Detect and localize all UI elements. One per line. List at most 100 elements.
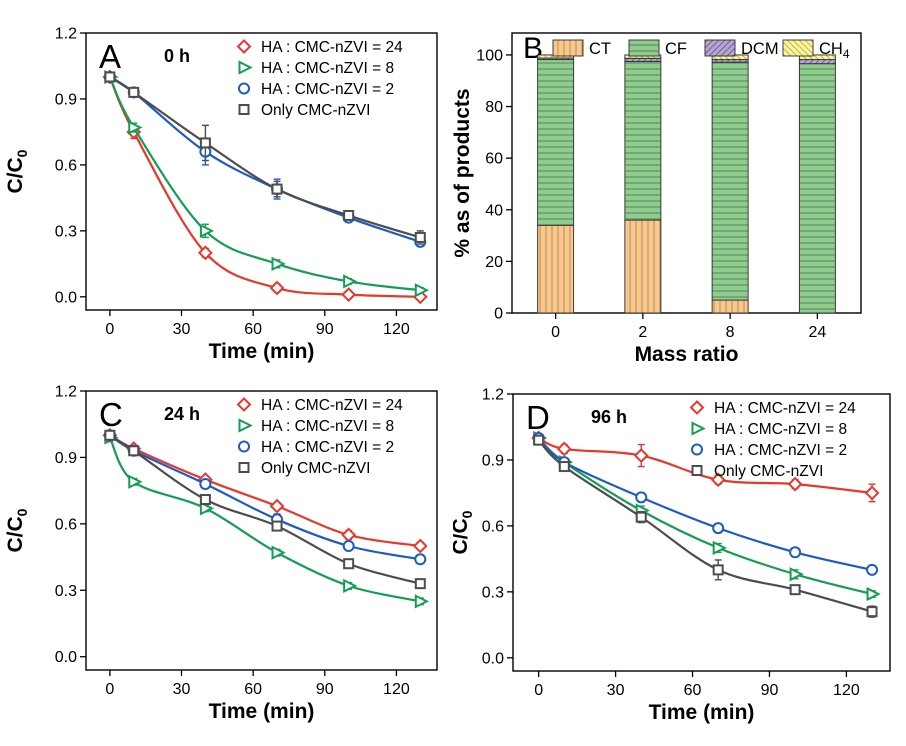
stacked-bar-2 xyxy=(624,54,662,314)
circle-marker xyxy=(635,491,648,504)
square-marker xyxy=(343,209,355,221)
square-marker xyxy=(199,494,211,505)
circle-marker xyxy=(789,546,802,559)
panel-letter: A xyxy=(99,38,121,75)
bar-segment xyxy=(537,59,575,226)
y-axis-label: C/C0 xyxy=(4,149,30,193)
triangle-right-marker xyxy=(199,223,215,238)
panel-A: 0.0 0.3 0.6 0.9 1.2 Time (min) C/C0 0 30 60 90 120 A… xyxy=(0,0,453,373)
y-axis-label: C/C0 xyxy=(4,508,30,552)
square-marker xyxy=(866,606,878,618)
legend-label: HA : CMC-nZVI = 24 xyxy=(261,397,403,414)
x-tick-label: 2 xyxy=(638,324,647,341)
legend-swatch xyxy=(628,39,660,57)
square-marker xyxy=(271,520,283,532)
diamond-marker xyxy=(710,472,726,488)
x-tick-label: 0 xyxy=(534,682,543,699)
axis-box xyxy=(85,390,438,671)
series-ha-cmc-nzvi-8 xyxy=(104,430,430,609)
y-tick-label: 0.9 xyxy=(55,91,77,108)
legend-label: CT xyxy=(589,40,611,58)
triangle-right-marker xyxy=(238,60,253,75)
legend: HA : CMC-nZVI = 24 HA : CMC-nZVI = 8 HA : … xyxy=(689,400,856,480)
legend-label: DCM xyxy=(741,40,779,58)
y-tick-label: 1.2 xyxy=(55,26,77,43)
panel-d-plot: 0.0 0.3 0.6 0.9 1.2 Time (min) C/C0 0 30 60 90 120 D… xyxy=(453,387,891,724)
bar-segment xyxy=(624,60,662,221)
square-marker xyxy=(533,434,545,446)
x-tick-label: 90 xyxy=(761,682,779,699)
x-tick-label: 60 xyxy=(244,681,262,698)
bar-segment xyxy=(537,224,575,314)
legend-label: CF xyxy=(665,40,687,58)
bar-segment xyxy=(624,57,662,62)
legend-label: HA : CMC-nZVI = 8 xyxy=(261,60,394,77)
circle-marker xyxy=(414,553,427,566)
panel-annotation: 0 h xyxy=(164,46,190,66)
axes: 0.0 0.3 0.6 0.9 1.2 Time (min) C/C0 0 30 60 90 120 C… xyxy=(4,384,438,723)
x-tick-label: 60 xyxy=(244,321,262,338)
legend-label: HA : CMC-nZVI = 2 xyxy=(261,439,394,456)
bar-segment xyxy=(624,219,662,314)
legend-label: HA : CMC-nZVI = 8 xyxy=(714,421,847,438)
legend-label: HA : CMC-nZVI = 24 xyxy=(261,39,403,56)
diamond-marker xyxy=(633,448,649,463)
x-tick-label: 0 xyxy=(551,324,560,341)
y-tick-label: 0.6 xyxy=(482,518,504,535)
panel-B: 0 20 40 60 80 100 Mass ratio% as of products B 0… xyxy=(453,0,906,373)
diamond-marker xyxy=(341,527,357,543)
axes: 0.0 0.3 0.6 0.9 1.2 Time (min) C/C0 0 30 60 90 120 D… xyxy=(453,387,891,724)
stacked-bar-24 xyxy=(798,54,836,314)
triangle-right-marker xyxy=(414,283,430,298)
square-marker xyxy=(238,462,250,473)
x-tick-label: 0 xyxy=(105,321,114,338)
legend-label: HA : CMC-nZVI = 2 xyxy=(714,442,847,459)
y-tick-label: 80 xyxy=(485,99,503,116)
bar-segment xyxy=(711,61,749,301)
diamond-marker xyxy=(269,280,285,296)
axis-box xyxy=(512,393,891,672)
x-tick-label: 90 xyxy=(316,681,334,698)
square-marker xyxy=(271,183,283,195)
x-tick-label: 30 xyxy=(607,682,625,699)
square-marker xyxy=(128,86,140,98)
legend-swatch xyxy=(704,39,736,57)
bar-segment xyxy=(798,59,836,65)
y-tick-label: 0 xyxy=(494,306,503,323)
legend-label: HA : CMC-nZVI = 2 xyxy=(261,81,394,98)
x-axis-label: Time (min) xyxy=(649,701,755,724)
square-marker xyxy=(414,578,426,590)
panel-annotation: 24 h xyxy=(164,404,200,424)
y-tick-label: 0.0 xyxy=(55,649,77,666)
diamond-marker xyxy=(689,400,705,415)
diamond-marker xyxy=(269,498,285,514)
x-tick-label: 90 xyxy=(316,321,334,338)
triangle-right-marker xyxy=(712,540,727,556)
diamond-marker xyxy=(787,476,803,492)
legend: HA : CMC-nZVI = 24 HA : CMC-nZVI = 8 HA : … xyxy=(236,397,403,477)
y-tick-label: 20 xyxy=(485,254,503,271)
panel-letter: C xyxy=(99,396,123,433)
circle-marker xyxy=(712,522,725,535)
y-tick-label: 60 xyxy=(485,151,503,168)
square-marker xyxy=(343,558,355,570)
bar-segment xyxy=(798,63,836,314)
triangle-right-marker xyxy=(414,594,430,609)
triangle-right-marker xyxy=(271,256,286,271)
legend-label: HA : CMC-nZVI = 8 xyxy=(261,418,394,435)
axes: 0.0 0.3 0.6 0.9 1.2 Time (min) C/C0 0 30 60 90 120 A… xyxy=(4,26,438,363)
y-tick-label: 1.2 xyxy=(482,387,504,404)
y-tick-label: 1.2 xyxy=(55,384,77,401)
series-only-cmc-nzvi xyxy=(533,434,878,618)
fit-curve xyxy=(537,437,873,596)
diamond-marker xyxy=(341,287,357,303)
legend-label: CH4 xyxy=(819,40,850,61)
square-marker xyxy=(691,465,703,476)
triangle-right-marker xyxy=(691,421,706,436)
triangle-right-marker xyxy=(271,545,286,560)
x-axis-label: Time (min) xyxy=(209,340,315,363)
square-marker xyxy=(712,564,724,576)
diamond-marker xyxy=(197,245,213,261)
square-marker xyxy=(789,584,801,596)
series-only-cmc-nzvi xyxy=(104,71,426,245)
